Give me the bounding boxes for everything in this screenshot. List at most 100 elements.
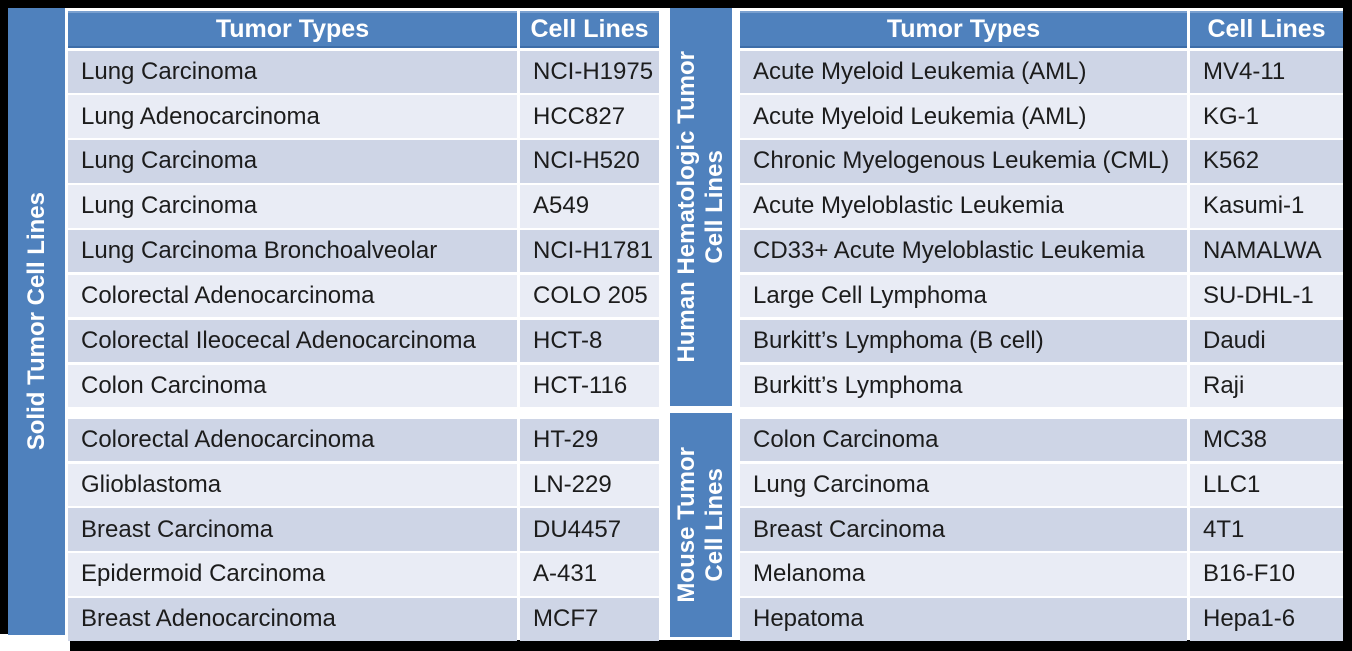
hematologic-and-mouse-tumor-table: Tumor Types Cell Lines Acute Myeloid Leu… [740, 11, 1343, 643]
table-row: Colon Carcinoma MC38 [740, 418, 1343, 462]
table-row: Lung Carcinoma A549 [68, 185, 659, 228]
solid-tumor-table: Tumor Types Cell Lines Lung Carcinoma NC… [68, 11, 659, 643]
cell-line-cell: HT-29 [520, 418, 659, 462]
solid-tumor-table-upper-slab: Lung Carcinoma NCI-H1975 Lung Adenocarci… [68, 50, 659, 408]
cell-line-cell: MV4-11 [1190, 50, 1343, 93]
tumor-type-cell: Breast Carcinoma [68, 508, 517, 551]
table-row: Chronic Myelogenous Leukemia (CML) K562 [740, 140, 1343, 183]
tumor-type-cell: Burkitt’s Lymphoma [740, 364, 1187, 408]
tumor-type-cell: Hepatoma [740, 598, 1187, 641]
tumor-type-cell: Colorectal Ileocecal Adenocarcinoma [68, 319, 517, 363]
cell-line-cell: SU-DHL-1 [1190, 274, 1343, 318]
table-row: Acute Myeloid Leukemia (AML) KG-1 [740, 95, 1343, 138]
tumor-type-cell: Breast Adenocarcinoma [68, 598, 517, 641]
tumor-type-cell: Lung Adenocarcinoma [68, 95, 517, 138]
cell-line-cell: A549 [520, 185, 659, 228]
tumor-type-cell: Lung Carcinoma [68, 185, 517, 228]
tumor-type-cell: Colorectal Adenocarcinoma [68, 418, 517, 462]
cell-line-cell: NCI-H1975 [520, 50, 659, 93]
table-row: Lung Carcinoma NCI-H520 [68, 140, 659, 183]
table-row: Epidermoid Carcinoma A-431 [68, 553, 659, 596]
cell-line-cell: Daudi [1190, 319, 1343, 363]
tumor-type-cell: Lung Carcinoma [68, 50, 517, 93]
cell-line-cell: KG-1 [1190, 95, 1343, 138]
section-divider [68, 410, 659, 417]
tumor-type-cell: Epidermoid Carcinoma [68, 553, 517, 596]
tumor-type-cell: Lung Carcinoma Bronchoalveolar [68, 230, 517, 273]
cell-line-cell: K562 [1190, 140, 1343, 183]
bottom-left-notch [0, 634, 70, 651]
table-row: Lung Carcinoma NCI-H1975 [68, 50, 659, 93]
table-row: Burkitt’s Lymphoma (B cell) Daudi [740, 319, 1343, 363]
cell-line-cell: COLO 205 [520, 274, 659, 318]
tumor-type-cell: Lung Carcinoma [68, 140, 517, 183]
cell-line-cell: HCC827 [520, 95, 659, 138]
tumor-types-header: Tumor Types [68, 11, 517, 48]
cell-line-cell: 4T1 [1190, 508, 1343, 551]
solid-tumor-table-header: Tumor Types Cell Lines [68, 11, 659, 48]
cell-line-cell: NAMALWA [1190, 230, 1343, 273]
tumor-type-cell: Colon Carcinoma [68, 364, 517, 408]
human-hematologic-side-label: Human Hematologic Tumor Cell Lines [670, 8, 732, 406]
tumor-type-cell: Acute Myeloid Leukemia (AML) [740, 95, 1187, 138]
table-row: Hepatoma Hepa1-6 [740, 598, 1343, 641]
human-hematologic-side-label-text: Human Hematologic Tumor Cell Lines [673, 51, 729, 363]
solid-tumor-table-lower-slab: Colorectal Adenocarcinoma HT-29 Glioblas… [68, 418, 659, 641]
table-row: Colorectal Adenocarcinoma HT-29 [68, 418, 659, 462]
tumor-type-cell: Colon Carcinoma [740, 418, 1187, 462]
side-label-line: Solid Tumor Cell Lines [22, 192, 50, 451]
cell-line-cell: NCI-H520 [520, 140, 659, 183]
mouse-tumor-side-label-text: Mouse Tumor Cell Lines [673, 447, 729, 603]
human-hematologic-rows: Acute Myeloid Leukemia (AML) MV4-11 Acut… [740, 50, 1343, 408]
tumor-type-cell: Large Cell Lymphoma [740, 274, 1187, 318]
mouse-tumor-side-label: Mouse Tumor Cell Lines [670, 413, 732, 637]
cell-line-cell: MCF7 [520, 598, 659, 641]
table-row: Acute Myeloid Leukemia (AML) MV4-11 [740, 50, 1343, 93]
tumor-type-cell: Breast Carcinoma [740, 508, 1187, 551]
tumor-types-header: Tumor Types [740, 11, 1187, 48]
cell-lines-header: Cell Lines [520, 11, 659, 48]
side-label-line: Cell Lines [701, 468, 728, 582]
table-row: Breast Carcinoma 4T1 [740, 508, 1343, 551]
table-row: Large Cell Lymphoma SU-DHL-1 [740, 274, 1343, 318]
table-row: Breast Carcinoma DU4457 [68, 508, 659, 551]
cell-lines-header: Cell Lines [1190, 11, 1343, 48]
side-label-line: Human Hematologic Tumor [673, 51, 700, 363]
side-label-line: Mouse Tumor [673, 447, 700, 603]
table-row: Lung Carcinoma LLC1 [740, 463, 1343, 506]
cell-line-cell: Raji [1190, 364, 1343, 408]
right-table-header: Tumor Types Cell Lines [740, 11, 1343, 48]
table-row: Glioblastoma LN-229 [68, 463, 659, 506]
tumor-type-cell: Glioblastoma [68, 463, 517, 506]
table-row: CD33+ Acute Myeloblastic Leukemia NAMALW… [740, 230, 1343, 273]
cell-line-cell: DU4457 [520, 508, 659, 551]
tumor-type-cell: Burkitt’s Lymphoma (B cell) [740, 319, 1187, 363]
table-row: Burkitt’s Lymphoma Raji [740, 364, 1343, 408]
cell-line-cell: A-431 [520, 553, 659, 596]
tumor-type-cell: Colorectal Adenocarcinoma [68, 274, 517, 318]
cell-line-cell: MC38 [1190, 418, 1343, 462]
mouse-tumor-rows: Colon Carcinoma MC38 Lung Carcinoma LLC1… [740, 418, 1343, 641]
cell-line-cell: HCT-116 [520, 364, 659, 408]
table-row: Melanoma B16-F10 [740, 553, 1343, 596]
cell-line-cell: Kasumi-1 [1190, 185, 1343, 228]
solid-tumor-side-label: Solid Tumor Cell Lines [8, 8, 65, 635]
tumor-type-cell: CD33+ Acute Myeloblastic Leukemia [740, 230, 1187, 273]
tumor-type-cell: Lung Carcinoma [740, 463, 1187, 506]
cell-line-cell: B16-F10 [1190, 553, 1343, 596]
cell-line-cell: Hepa1-6 [1190, 598, 1343, 641]
table-row: Acute Myeloblastic Leukemia Kasumi-1 [740, 185, 1343, 228]
cell-line-cell: LLC1 [1190, 463, 1343, 506]
table-row: Colon Carcinoma HCT-116 [68, 364, 659, 408]
tumor-type-cell: Melanoma [740, 553, 1187, 596]
table-row: Colorectal Ileocecal Adenocarcinoma HCT-… [68, 319, 659, 363]
tumor-type-cell: Acute Myeloblastic Leukemia [740, 185, 1187, 228]
table-row: Breast Adenocarcinoma MCF7 [68, 598, 659, 641]
table-row: Lung Adenocarcinoma HCC827 [68, 95, 659, 138]
table-row: Colorectal Adenocarcinoma COLO 205 [68, 274, 659, 318]
side-label-line: Cell Lines [701, 150, 728, 264]
tumor-type-cell: Chronic Myelogenous Leukemia (CML) [740, 140, 1187, 183]
table-row: Lung Carcinoma Bronchoalveolar NCI-H1781 [68, 230, 659, 273]
tumor-type-cell: Acute Myeloid Leukemia (AML) [740, 50, 1187, 93]
